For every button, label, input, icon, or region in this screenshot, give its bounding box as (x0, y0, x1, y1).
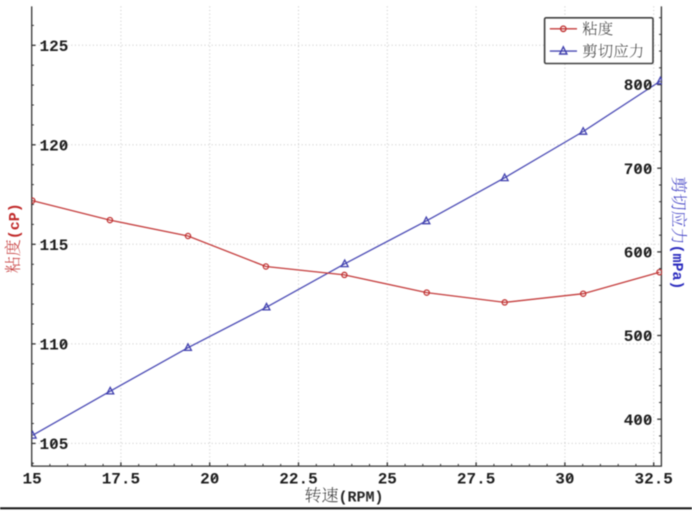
svg-text:25: 25 (378, 470, 397, 488)
svg-text:125: 125 (40, 38, 69, 56)
svg-text:22.5: 22.5 (279, 470, 317, 488)
svg-text:15: 15 (23, 470, 42, 488)
svg-text:500: 500 (624, 328, 653, 346)
svg-text:400: 400 (624, 412, 653, 430)
svg-text:(mPa): (mPa) (668, 245, 685, 290)
svg-text:17.5: 17.5 (102, 470, 140, 488)
svg-text:(cP): (cP) (7, 203, 24, 239)
svg-text:800: 800 (624, 77, 653, 95)
svg-text:32.5: 32.5 (635, 470, 673, 488)
svg-text:105: 105 (40, 436, 69, 454)
svg-text:700: 700 (624, 161, 653, 179)
svg-text:(RPM): (RPM) (339, 489, 384, 506)
svg-text:120: 120 (40, 137, 69, 155)
svg-text:600: 600 (624, 245, 653, 263)
svg-text:30: 30 (555, 470, 574, 488)
svg-text:20: 20 (200, 470, 219, 488)
svg-text:27.5: 27.5 (457, 470, 495, 488)
svg-text:115: 115 (40, 237, 69, 255)
svg-text:110: 110 (40, 337, 69, 355)
